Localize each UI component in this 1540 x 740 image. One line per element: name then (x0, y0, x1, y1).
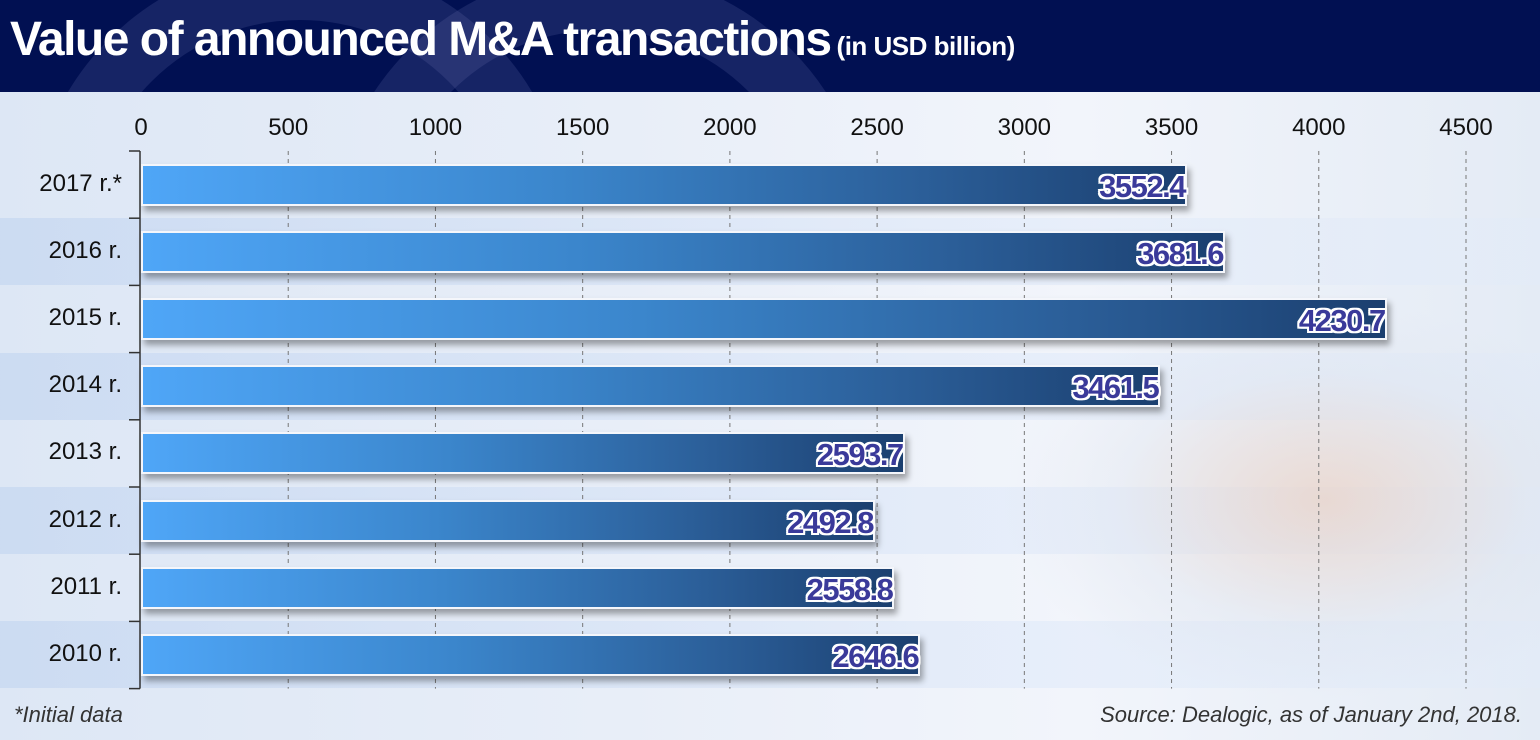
source-note: Source: Dealogic, as of January 2nd, 201… (1100, 702, 1522, 727)
bar-value-label: 3461.5 (1072, 370, 1159, 406)
category-label: 2013 r. (48, 438, 122, 466)
bar: 2558.8 (141, 566, 895, 609)
category-label: 2015 r. (48, 304, 122, 331)
x-tick-label: 1000 (408, 114, 463, 141)
bar-value-label: 2558.8 (806, 571, 894, 607)
bar: 2646.6 (141, 634, 921, 676)
x-tick-label: 3500 (1144, 114, 1199, 141)
category-label: 2010 r. (48, 640, 122, 667)
bar: 2492.8 (141, 499, 875, 542)
x-tick-label: 4000 (1292, 114, 1346, 141)
bar-value-label: 2492.8 (787, 504, 874, 540)
category-label: 2012 r. (48, 505, 122, 533)
footnote: *Initial data (14, 702, 123, 727)
chart-subtitle: (in USD billion) (836, 31, 1016, 61)
title-text: Value of announced M&A transactions (10, 13, 832, 66)
bar: 2593.7 (141, 432, 905, 475)
bar-value-label: 4230.7 (1298, 303, 1386, 338)
x-tick-label: 1500 (555, 114, 610, 141)
bar-value-label: 3681.6 (1137, 235, 1224, 271)
bar: 3552.4 (141, 163, 1187, 206)
category-label: 2016 r. (48, 236, 122, 264)
bar-value-label: 2593.7 (816, 437, 904, 473)
x-tick-label: 0 (134, 114, 148, 141)
x-tick-label: 500 (268, 114, 309, 141)
x-tick-label: 3000 (997, 114, 1052, 141)
header-banner: Value of announced M&A transactions (in U… (0, 0, 1540, 92)
bar: 4230.7 (141, 298, 1387, 340)
x-tick-label: 4500 (1439, 114, 1493, 141)
category-label: 2014 r. (48, 371, 122, 399)
bar-value-label: 3552.4 (1099, 168, 1186, 204)
bar-value-label: 2646.6 (832, 639, 919, 674)
bar: 3681.6 (141, 230, 1226, 273)
x-tick-label: 2500 (850, 114, 904, 141)
bar: 3461.5 (141, 365, 1161, 408)
category-label: 2011 r. (50, 572, 122, 600)
x-tick-label: 2000 (703, 114, 757, 141)
chart-title: Value of announced M&A transactions (in U… (10, 12, 1015, 67)
category-label: 2017 r.* (39, 169, 122, 197)
